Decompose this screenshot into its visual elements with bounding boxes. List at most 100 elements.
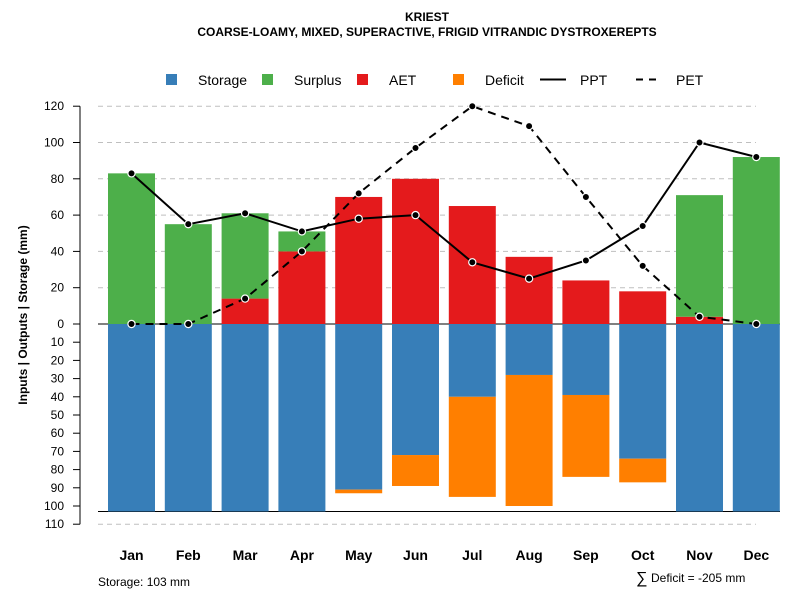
x-tick-label: Aug (515, 547, 542, 563)
aet-bar (619, 291, 667, 324)
legend-label: AET (389, 72, 417, 88)
aet-bar (278, 251, 326, 324)
ppt-line (130, 141, 757, 280)
legend-swatch (166, 74, 177, 85)
x-tick-label: Oct (631, 547, 655, 563)
pet-point (184, 319, 193, 329)
storage-note: Storage: 103 mm (98, 575, 190, 589)
x-tick-label: Jun (403, 547, 428, 563)
legend-label: Storage (198, 72, 247, 88)
deficit-symbol: ∑ (636, 570, 647, 587)
storage-bar (392, 324, 439, 456)
y-tick-label: 100 (44, 499, 64, 513)
legend-label: PET (676, 72, 704, 88)
chart-title: KRIEST (405, 10, 450, 24)
ppt-point (240, 209, 250, 218)
chart-subtitle: COARSE-LOAMY, MIXED, SUPERACTIVE, FRIGID… (197, 25, 656, 39)
x-tick-label: Apr (290, 547, 315, 563)
ppt-point (695, 138, 704, 147)
aet-bar (221, 298, 269, 324)
x-tick-label: Sep (573, 547, 599, 563)
x-tick-label: May (345, 547, 372, 563)
x-tick-label: Jan (119, 547, 143, 563)
pet-point (354, 189, 363, 198)
storage-bar (108, 324, 155, 512)
storage-bar (448, 324, 496, 397)
y-tick-label: 30 (51, 372, 65, 386)
storage-bar (562, 324, 610, 395)
surplus-bar (108, 173, 155, 324)
aet-bar (505, 256, 553, 324)
ppt-point (354, 214, 363, 223)
surplus-bar (278, 231, 326, 252)
y-tick-label: 0 (57, 317, 64, 331)
ppt-point (638, 221, 647, 231)
storage-bar (505, 324, 553, 375)
pet-line (131, 105, 757, 325)
deficit-bar (505, 374, 553, 506)
y-tick-label: 100 (44, 136, 64, 150)
pet-point (297, 247, 307, 256)
chart-legend: Storage Surplus AET Deficit PPT PET (166, 72, 704, 88)
deficit-bar (562, 394, 610, 477)
surplus-bar (221, 213, 269, 299)
pet-point (524, 121, 534, 131)
surplus-bar (164, 224, 212, 324)
y-tick-label: 40 (51, 244, 65, 258)
ppt-point (524, 274, 534, 283)
ppt-point (127, 169, 136, 178)
y-tick-label: 40 (51, 390, 65, 404)
x-axis-labels: Jan Feb Mar Apr May Jun Jul Aug Sep Oct Nov Dec (119, 547, 769, 563)
y-tick-label: 20 (51, 281, 65, 295)
storage-bar (619, 324, 667, 459)
legend-swatch (262, 74, 273, 85)
storage-bar (335, 324, 383, 490)
y-tick-label: 80 (51, 463, 65, 477)
pet-point (240, 294, 250, 303)
y-tick-label: 20 (51, 353, 65, 367)
deficit-note: Deficit = -205 mm (651, 571, 745, 585)
deficit-bar (335, 489, 383, 494)
legend-swatch (357, 74, 368, 85)
y-tick-label: 70 (51, 444, 65, 458)
pet-point (411, 143, 420, 153)
deficit-bar (392, 455, 439, 486)
pet-point (468, 101, 477, 111)
y-axis-label: Inputs | Outputs | Storage (mm) (16, 225, 30, 404)
lines-group (127, 101, 761, 329)
ppt-point (411, 210, 420, 220)
y-tick-label: 60 (51, 208, 65, 222)
legend-label: PPT (580, 72, 608, 88)
aet-bar (562, 280, 610, 324)
ppt-point (581, 256, 591, 265)
surplus-bar (676, 195, 723, 317)
deficit-bar (619, 458, 667, 483)
legend-label: Deficit (485, 72, 524, 88)
aet-bar (392, 178, 439, 324)
storage-bar (732, 324, 780, 512)
y-tick-label: 10 (51, 335, 65, 349)
pet-point (127, 319, 136, 329)
ppt-point (184, 219, 193, 229)
deficit-bar (448, 396, 496, 497)
pet-point (581, 192, 591, 202)
storage-bar (164, 324, 212, 512)
storage-bar (221, 324, 269, 512)
bars-group (108, 157, 780, 512)
ppt-point (752, 152, 761, 162)
x-tick-label: Mar (233, 547, 258, 563)
ppt-point (297, 227, 307, 236)
surplus-bar (732, 157, 780, 324)
y-axis: 120 100 80 60 40 20 0 10 20 30 40 50 60 70 80 90 100 110 (44, 99, 81, 531)
x-tick-label: Nov (686, 547, 713, 563)
storage-bar (278, 324, 326, 512)
x-tick-label: Jul (462, 547, 482, 563)
pet-point (695, 312, 704, 321)
ppt-point (468, 258, 477, 267)
storage-bar (676, 324, 723, 512)
y-tick-label: 50 (51, 408, 65, 422)
y-tick-label: 80 (51, 172, 65, 186)
y-tick-label: 90 (51, 481, 65, 495)
x-tick-label: Dec (743, 547, 769, 563)
